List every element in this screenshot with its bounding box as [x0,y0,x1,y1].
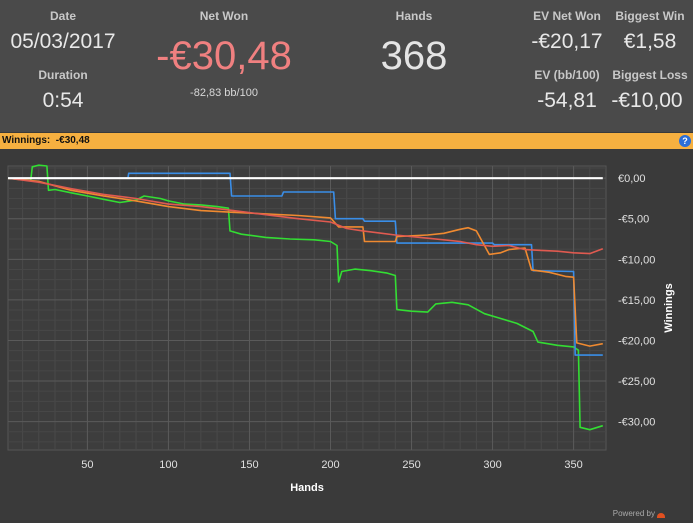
series-line [7,164,604,431]
y-axis-label: Winnings [663,283,675,332]
date-value: 05/03/2017 [10,30,116,53]
x-tick-label: 150 [240,459,258,471]
winnings-summary: Winnings: -€30,48 [2,133,90,149]
biggest-win-label: Biggest Win [615,9,685,23]
duration-label: Duration [38,68,88,82]
net-won-label: Net Won [199,9,249,23]
series-line [7,177,603,347]
x-tick-label: 50 [81,459,93,471]
winnings-chart-area: 50 100 150 200 250 300 350 €0,00 -€5,00 -€10,00 -€… [0,150,693,518]
series-line [8,172,603,356]
y-tick-label: -€15,00 [618,295,655,307]
biggest-loss-label: Biggest Loss [612,68,688,82]
x-axis-label: Hands [290,482,324,494]
y-tick-label: -€5,00 [618,214,649,226]
help-icon[interactable]: ? [679,135,691,147]
x-tick-label: 350 [564,459,582,471]
winnings-label: Winnings: [2,135,51,146]
y-tick-label: -€20,00 [618,335,655,347]
winnings-bar: Winnings: -€30,48 ? [0,133,693,149]
net-won-value: -€30,48 [156,34,292,78]
hands-value: 368 [380,34,448,78]
y-tick-label: -€10,00 [618,254,655,266]
plot-area [7,165,607,451]
ev-bb-label: EV (bb/100) [534,68,600,82]
ev-net-won-value: -€20,17 [531,30,603,53]
y-tick-label: -€30,00 [618,417,655,429]
hands-label: Hands [395,9,433,23]
biggest-win-value: €1,58 [623,30,677,53]
x-tick-label: 300 [483,459,501,471]
date-label: Date [49,9,76,23]
brand-logo-icon [657,513,665,518]
x-tick-label: 200 [321,459,339,471]
session-summary: Date 05/03/2017 Duration 0:54 Net Won -€… [0,0,693,132]
x-tick-label: 100 [159,459,177,471]
y-tick-label: €0,00 [618,173,646,185]
powered-by-text: Powered by [612,509,655,518]
series-line [7,177,604,255]
ev-bb-value: -54,81 [537,89,597,112]
biggest-loss-value: -€10,00 [611,89,683,112]
y-tick-label: -€25,00 [618,376,655,388]
x-tick-label: 250 [402,459,420,471]
duration-value: 0:54 [42,89,84,112]
net-won-bb: -82,83 bb/100 [190,87,258,99]
winnings-value: -€30,48 [55,135,90,146]
winnings-chart: 50 100 150 200 250 300 350 €0,00 -€5,00 -€10,00 -€… [7,164,675,494]
ev-net-won-label: EV Net Won [533,9,601,23]
